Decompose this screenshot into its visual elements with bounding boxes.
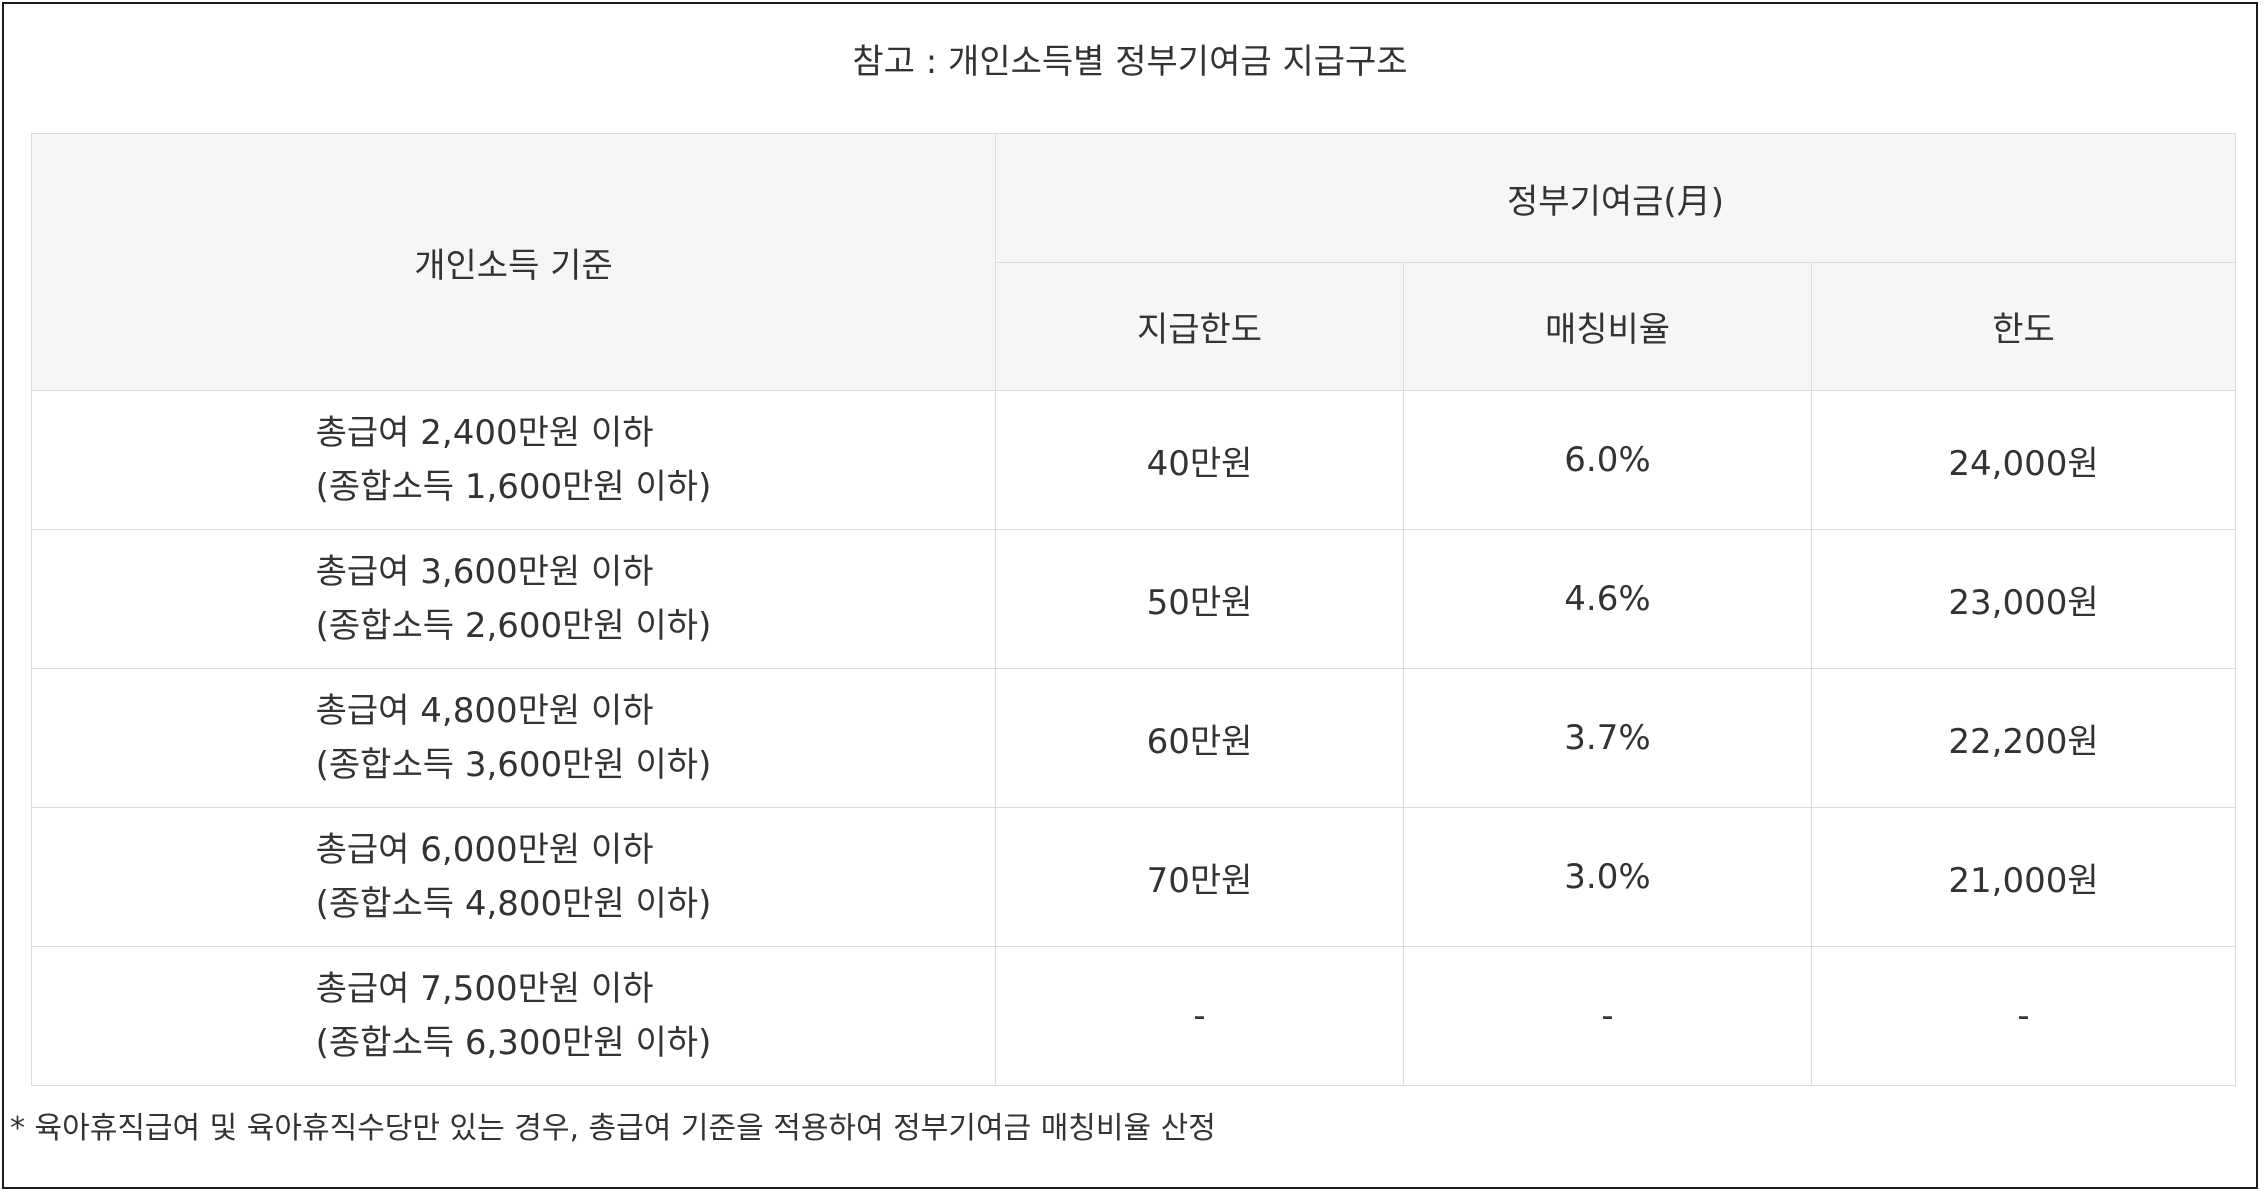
- table-row: 총급여 3,600만원 이하 (종합소득 2,600만원 이하) 50만원 4.…: [31, 529, 2237, 669]
- limit-cell: 60만원: [995, 668, 1404, 808]
- income-criterion-cell: 총급여 2,400만원 이하 (종합소득 1,600만원 이하): [31, 390, 996, 530]
- table-row: 총급여 6,000만원 이하 (종합소득 4,800만원 이하) 70만원 3.…: [31, 807, 2237, 947]
- cap-cell: 21,000원: [1810, 807, 2237, 947]
- ratio-cell: -: [1403, 946, 1812, 1086]
- total-income-criterion: (종합소득 3,600만원 이하): [315, 745, 712, 785]
- contribution-table: 개인소득 기준 정부기여금(月) 지급한도 매칭비율 한도 총급여 2,400만…: [31, 133, 2237, 1086]
- table-row: 총급여 2,400만원 이하 (종합소득 1,600만원 이하) 40만원 6.…: [31, 390, 2237, 530]
- total-income-criterion: (종합소득 4,800만원 이하): [315, 884, 712, 924]
- table-row: 총급여 7,500만원 이하 (종합소득 6,300만원 이하) - - -: [31, 946, 2237, 1086]
- total-income-criterion: (종합소득 2,600만원 이하): [315, 606, 712, 646]
- ratio-cell: 4.6%: [1403, 529, 1812, 669]
- gross-pay-criterion: 총급여 7,500만원 이하: [315, 969, 654, 1009]
- footnote: * 육아휴직급여 및 육아휴직수당만 있는 경우, 총급여 기준을 적용하여 정…: [10, 1111, 1216, 1146]
- cap-cell: 24,000원: [1810, 390, 2237, 530]
- total-income-criterion: (종합소득 1,600만원 이하): [315, 467, 712, 507]
- header-contribution: 정부기여금(月): [994, 133, 2237, 263]
- header-limit: 지급한도: [995, 262, 1404, 391]
- cap-cell: 23,000원: [1810, 529, 2237, 669]
- total-income-criterion: (종합소득 6,300만원 이하): [315, 1023, 712, 1063]
- gross-pay-criterion: 총급여 6,000만원 이하: [315, 830, 654, 870]
- limit-cell: -: [995, 946, 1404, 1086]
- income-criterion-cell: 총급여 4,800만원 이하 (종합소득 3,600만원 이하): [31, 668, 996, 808]
- table-row: 총급여 4,800만원 이하 (종합소득 3,600만원 이하) 60만원 3.…: [31, 668, 2237, 808]
- ratio-cell: 3.0%: [1403, 807, 1812, 947]
- income-criterion-cell: 총급여 7,500만원 이하 (종합소득 6,300만원 이하): [31, 946, 996, 1086]
- page-title: 참고 : 개인소득별 정부기여금 지급구조: [852, 42, 1408, 82]
- gross-pay-criterion: 총급여 4,800만원 이하: [315, 691, 654, 731]
- header-ratio: 매칭비율: [1403, 262, 1812, 391]
- gross-pay-criterion: 총급여 2,400만원 이하: [315, 413, 654, 453]
- limit-cell: 50만원: [995, 529, 1404, 669]
- income-criterion-cell: 총급여 3,600만원 이하 (종합소득 2,600만원 이하): [31, 529, 996, 669]
- limit-cell: 70만원: [995, 807, 1404, 947]
- limit-cell: 40만원: [995, 390, 1404, 530]
- cap-cell: 22,200원: [1810, 668, 2237, 808]
- header-cap: 한도: [1810, 262, 2237, 391]
- ratio-cell: 3.7%: [1403, 668, 1812, 808]
- gross-pay-criterion: 총급여 3,600만원 이하: [315, 552, 654, 592]
- ratio-cell: 6.0%: [1403, 390, 1812, 530]
- header-criterion: 개인소득 기준: [31, 133, 996, 391]
- cap-cell: -: [1810, 946, 2237, 1086]
- income-criterion-cell: 총급여 6,000만원 이하 (종합소득 4,800만원 이하): [31, 807, 996, 947]
